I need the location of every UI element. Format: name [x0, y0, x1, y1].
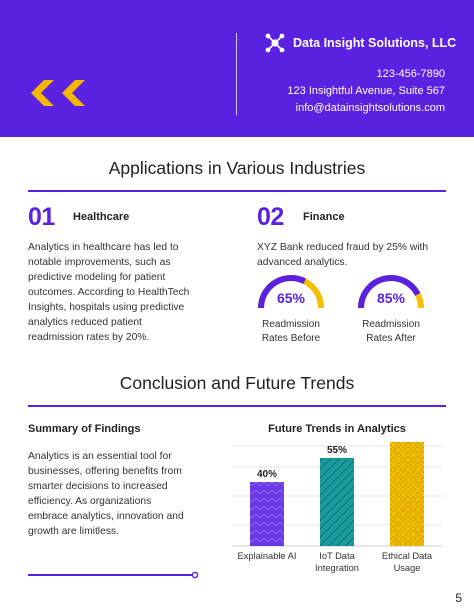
gauge-after-caption: Readmission Rates After	[341, 318, 441, 346]
summary-rule	[28, 571, 199, 579]
text-line: predictive modeling for patient	[28, 272, 166, 283]
applications-rule	[28, 190, 446, 192]
conclusion-title: Conclusion and Future Trends	[119, 373, 355, 393]
category-label: Usage	[394, 563, 421, 573]
text-line: embrace analytics, innovation and	[28, 511, 184, 522]
text-line: businesses, offering benefits from	[28, 466, 182, 477]
chart-title: Future Trends in Analytics	[268, 423, 406, 435]
text-line: efficiency. As organizations	[28, 496, 152, 507]
bar-value-label: 55%	[327, 445, 347, 456]
applications-title: Applications in Various Industries	[108, 158, 366, 178]
gauge-before-value: 65%	[276, 290, 306, 306]
text-line: Analytics is an essential tool for	[28, 451, 172, 462]
text-line: Analytics in healthcare has led to	[28, 242, 179, 253]
text-line: outcomes. According to HealthTech	[28, 287, 190, 298]
gauge-after	[358, 275, 424, 309]
healthcare-number: 01	[28, 203, 55, 231]
category-label: Integration	[315, 563, 359, 573]
healthcare-label: Healthcare	[73, 211, 130, 223]
category-label: IoT Data	[319, 551, 355, 561]
caption-line: Readmission	[262, 319, 320, 330]
bar	[320, 458, 354, 546]
text-line: analytics reduced patient	[28, 317, 142, 328]
text-line: notable improvements, such as	[28, 257, 171, 268]
category-label: Explainable AI	[238, 551, 297, 561]
email-text: info@datainsightsolutions.com	[295, 102, 445, 114]
bar	[390, 442, 424, 546]
company-name: Data Insight Solutions, LLC	[293, 36, 457, 50]
summary-text: Analytics is an essential tool for busin…	[28, 449, 184, 539]
double-chevron-left-icon	[31, 80, 85, 106]
page-number: 5	[455, 591, 462, 605]
conclusion-rule	[28, 405, 446, 407]
bar	[250, 482, 284, 546]
network-nodes-icon	[265, 33, 285, 53]
caption-line: Readmission	[362, 319, 420, 330]
text-line: Insights, hospitals using predictive	[28, 302, 185, 313]
caption-line: Rates After	[366, 333, 416, 344]
text-line: smarter decisions to increased	[28, 481, 168, 492]
address-text: 123 Insightful Avenue, Suite 567	[287, 85, 445, 97]
category-label: Ethical Data	[382, 551, 433, 561]
finance-label: Finance	[303, 211, 345, 223]
phone-text: 123-456-7890	[376, 68, 445, 80]
header-divider	[236, 33, 237, 115]
gauge-after-value: 85%	[376, 290, 406, 306]
finance-number: 02	[257, 203, 284, 231]
text-line: advanced analytics.	[257, 257, 348, 268]
header-banner: Data Insight Solutions, LLC 123-456-7890…	[0, 0, 474, 137]
caption-line: Rates Before	[261, 333, 321, 344]
healthcare-text: Analytics in healthcare has led to notab…	[28, 240, 189, 345]
summary-title: Summary of Findings	[28, 423, 141, 435]
text-line: XYZ Bank reduced fraud by 25% with	[257, 242, 429, 253]
gauge-before-caption: Readmission Rates Before	[241, 318, 341, 346]
company-block: Data Insight Solutions, LLC	[264, 32, 456, 54]
text-line: readmission rates by 20%.	[28, 332, 150, 343]
bar-value-label: 40%	[257, 469, 277, 480]
finance-text: XYZ Bank reduced fraud by 25% with advan…	[257, 240, 428, 270]
gauge-before	[258, 275, 324, 309]
text-line: growth are limitless.	[28, 526, 119, 537]
